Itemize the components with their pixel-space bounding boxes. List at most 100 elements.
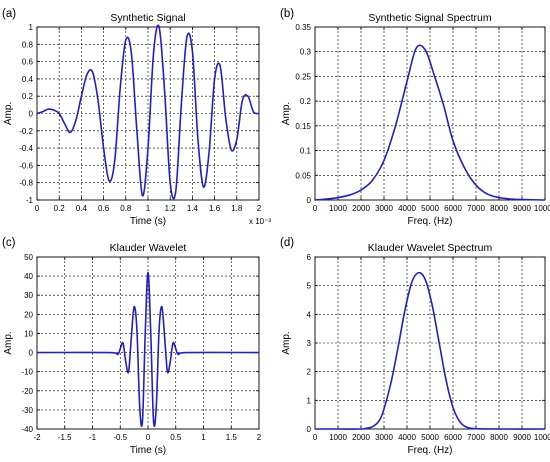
x-tick-label: 1.8 — [231, 204, 243, 213]
x-tick-label: 8000 — [490, 433, 508, 442]
x-tick-label: 3000 — [375, 204, 393, 213]
y-tick-label: 20 — [24, 310, 33, 319]
x-tick-label: 4000 — [398, 433, 416, 442]
y-axis-label: Amp. — [3, 331, 14, 354]
y-tick-label: 0 — [307, 425, 312, 434]
y-tick-label: 3 — [307, 339, 312, 348]
panel-d: 0 1000 2000 3000 4000 5000 6000 7000 8000 9000 100… — [280, 237, 550, 456]
x-tick-label: -1.5 — [58, 433, 72, 442]
x-tick-label: 7000 — [467, 433, 485, 442]
y-tick-label: 5 — [307, 282, 312, 291]
x-tick-label: 0 — [35, 204, 40, 213]
x-tick-label: 4000 — [398, 204, 416, 213]
y-tick-label: -40 — [21, 425, 33, 434]
x-tick-label: 0 — [313, 204, 318, 213]
x-tick-label: 2 — [257, 204, 262, 213]
y-tick-label: 40 — [24, 272, 33, 281]
y-tick-label: 0.2 — [22, 92, 34, 101]
x-tick-label: 0.8 — [120, 204, 132, 213]
series-line — [36, 271, 260, 428]
y-tick-label: 4 — [307, 310, 312, 319]
y-axis-label: Amp. — [3, 102, 14, 125]
y-tick-label: -0.2 — [19, 127, 33, 136]
y-tick-label: 2 — [307, 368, 312, 377]
x-tick-label: 0.4 — [76, 204, 88, 213]
y-tick-label: 10 — [24, 329, 33, 338]
x-tick-label: 6000 — [444, 204, 462, 213]
y-tick-label: -0.8 — [19, 179, 33, 188]
x-tick-label: 1.4 — [187, 204, 199, 213]
panel-label: (d) — [280, 237, 294, 249]
panel-label: (a) — [2, 8, 16, 20]
x-tick-label: 1 — [146, 204, 151, 213]
chart-title: Synthetic Signal — [110, 12, 185, 24]
x-tick-label: 3000 — [375, 433, 393, 442]
x-tick-label: 0.6 — [98, 204, 110, 213]
y-tick-label: -0.4 — [19, 144, 33, 153]
chart-title: Klauder Wavelet Spectrum — [368, 242, 493, 254]
x-tick-label: 1000 — [329, 204, 347, 213]
y-tick-label: 0.6 — [22, 58, 34, 67]
y-tick-label: 6 — [307, 253, 312, 262]
x-tick-label: 1.5 — [226, 433, 238, 442]
y-tick-label: 0.1 — [300, 147, 312, 156]
x-tick-label: 6000 — [444, 433, 462, 442]
y-tick-label: -20 — [21, 387, 33, 396]
y-axis-label: Amp. — [281, 331, 292, 354]
panel-b: 0 1000 2000 3000 4000 5000 6000 7000 8000 9000 100… — [280, 8, 550, 227]
x-tick-label: 1.6 — [209, 204, 221, 213]
y-tick-label: -10 — [21, 368, 33, 377]
x-axis-label: Freq. (Hz) — [408, 216, 453, 227]
x-tick-label: 0.5 — [170, 433, 182, 442]
x-tick-label: 1.2 — [165, 204, 177, 213]
x-tick-label: 8000 — [490, 204, 508, 213]
y-tick-label: 0.35 — [295, 23, 311, 32]
y-axis-label: Amp. — [281, 102, 292, 125]
y-tick-label: -1 — [26, 196, 34, 205]
y-tick-label: 0 — [29, 349, 34, 358]
x-axis-exponent: x 10⁻³ — [249, 217, 271, 226]
x-tick-label: 0 — [146, 433, 151, 442]
y-tick-label: 0.2 — [300, 97, 312, 106]
x-tick-label: -2 — [33, 433, 41, 442]
panel-label: (b) — [280, 8, 294, 20]
x-tick-label: 1000 — [329, 433, 347, 442]
y-tick-label: 0.15 — [295, 122, 311, 131]
x-tick-label: 1 — [201, 433, 206, 442]
x-axis-label: Time (s) — [130, 216, 166, 227]
y-tick-label: 0 — [29, 110, 34, 119]
y-tick-label: 50 — [24, 253, 33, 262]
x-axis-label: Time (s) — [130, 445, 166, 456]
y-tick-label: -30 — [21, 406, 33, 415]
x-tick-label: 2000 — [352, 433, 370, 442]
series-line — [36, 24, 260, 200]
series-line — [314, 44, 546, 201]
chart-title: Synthetic Signal Spectrum — [368, 12, 491, 24]
chart-title: Klauder Wavelet — [110, 242, 187, 254]
y-tick-label: 0 — [307, 196, 312, 205]
x-tick-label: 9000 — [513, 204, 531, 213]
y-tick-label: 0.4 — [22, 75, 34, 84]
y-tick-label: 30 — [24, 291, 33, 300]
panel-label: (c) — [2, 237, 16, 249]
x-tick-label: 0 — [313, 433, 318, 442]
series-line — [314, 271, 546, 430]
x-tick-label: 7000 — [467, 204, 485, 213]
x-tick-label: -0.5 — [113, 433, 127, 442]
panel-c: -2 -1.5 -1 -0.5 0 0.5 1 1.5 2 -40 -30 -20 -10 0 10 20 30… — [2, 237, 262, 456]
y-tick-label: 1 — [307, 396, 312, 405]
x-tick-label: 5000 — [421, 204, 439, 213]
y-tick-label: 0.8 — [22, 40, 34, 49]
x-tick-label: 5000 — [421, 433, 439, 442]
x-tick-label: 0.2 — [54, 204, 66, 213]
y-tick-label: 1 — [29, 23, 34, 32]
y-tick-label: 0.25 — [295, 72, 311, 81]
x-tick-label: 2000 — [352, 204, 370, 213]
panel-a: 0 0.2 0.4 0.6 0.8 1 1.2 1.4 1.6 1.8 2 -1 -0.8 -0.6 -0.… — [2, 8, 271, 227]
y-tick-label: 0.3 — [300, 48, 312, 57]
y-tick-label: 0.05 — [295, 171, 311, 180]
x-tick-label: 2 — [257, 433, 262, 442]
